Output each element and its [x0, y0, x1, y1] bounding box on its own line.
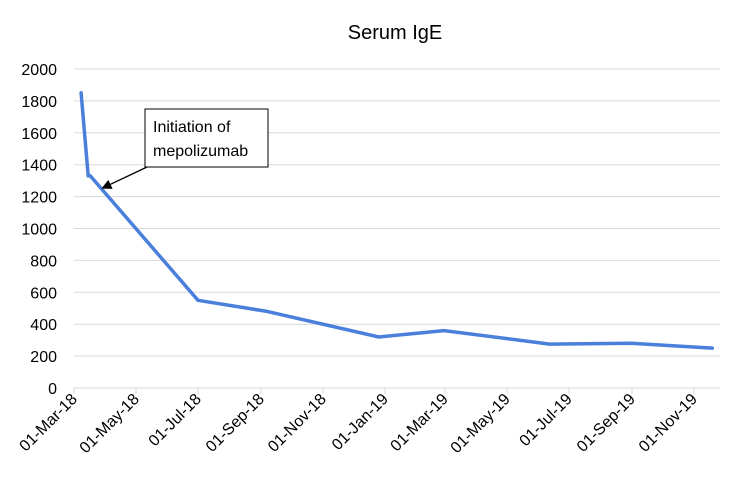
data-point [630, 341, 634, 345]
y-tick-label: 0 [48, 381, 57, 398]
y-axis: 0 200 400 600 800 1000 1200 1400 1600 1800 2000 [21, 62, 57, 398]
y-tick-label: 1400 [21, 158, 57, 175]
grid-lines [74, 68, 720, 389]
chart-title: Serum IgE [348, 22, 442, 44]
y-tick-label: 2000 [21, 62, 57, 79]
x-tick-label: 01-Jan-19 [329, 391, 392, 454]
data-point [710, 346, 714, 350]
annotation-text: Initiation of [153, 119, 231, 136]
y-tick-label: 1600 [21, 126, 57, 143]
annotation-box [144, 108, 269, 168]
y-tick-label: 1800 [21, 94, 57, 111]
x-tick-label: 01-Nov-18 [265, 391, 330, 456]
data-point [88, 174, 92, 178]
annotation-text: mepolizumab [153, 143, 248, 160]
data-point [442, 329, 446, 333]
x-tick-label: 01-Jul-19 [517, 391, 576, 450]
annotation-arrow-head [101, 179, 113, 189]
x-tick-label: 01-Mar-19 [388, 391, 452, 455]
x-tick-label: 01-Mar-18 [17, 391, 81, 455]
x-tick-label: 01-May-19 [448, 391, 514, 457]
annotation: Initiation of mepolizumab [101, 108, 269, 189]
y-tick-label: 600 [30, 285, 57, 302]
y-tick-label: 200 [30, 349, 57, 366]
data-point [196, 298, 200, 302]
data-point [377, 335, 381, 339]
x-tick-label: 01-Jul-18 [146, 391, 205, 450]
x-tick-label: 01-Nov-19 [636, 391, 701, 456]
y-tick-label: 1000 [21, 222, 57, 239]
annotation-arrow-line [110, 166, 148, 185]
x-tick-label: 01-May-18 [77, 391, 143, 457]
data-point [265, 309, 269, 313]
data-point [79, 91, 83, 95]
data-point [548, 342, 552, 346]
y-tick-label: 400 [30, 317, 57, 334]
y-tick-label: 1200 [21, 190, 57, 207]
y-tick-label: 800 [30, 253, 57, 270]
x-tick-label: 01-Sep-19 [574, 391, 639, 456]
series-area [79, 91, 715, 350]
x-tick-label: 01-Sep-18 [203, 391, 268, 456]
